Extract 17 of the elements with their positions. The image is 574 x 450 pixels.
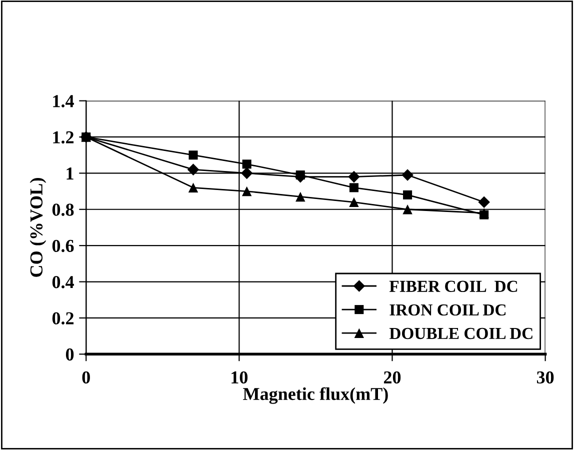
x-tick-label: 30 [536,371,554,384]
y-tick-label: 0.4 [52,276,74,288]
x-tick-label: 0 [82,371,90,384]
y-tick-label: 1.4 [53,95,74,108]
y-tick-label: 1.2 [53,131,74,144]
x-axis-title: Magnetic flux(mT) [243,387,388,404]
y-tick-label: 0.8 [52,204,74,216]
legend-label: IRON COIL DC [390,304,506,316]
legend-label: FIBER COIL DC [389,280,518,292]
x-tick-label: 10 [232,371,248,384]
x-tick-label: 20 [384,371,401,384]
y-tick-label: 1 [66,168,74,180]
y-tick-label: 0.2 [52,312,74,324]
y-tick-label: 0 [66,348,74,361]
y-axis-title: CO (%VOL) [30,178,46,277]
legend-label: DOUBLE COIL DC [389,328,532,340]
y-tick-label: 0.6 [52,240,74,252]
